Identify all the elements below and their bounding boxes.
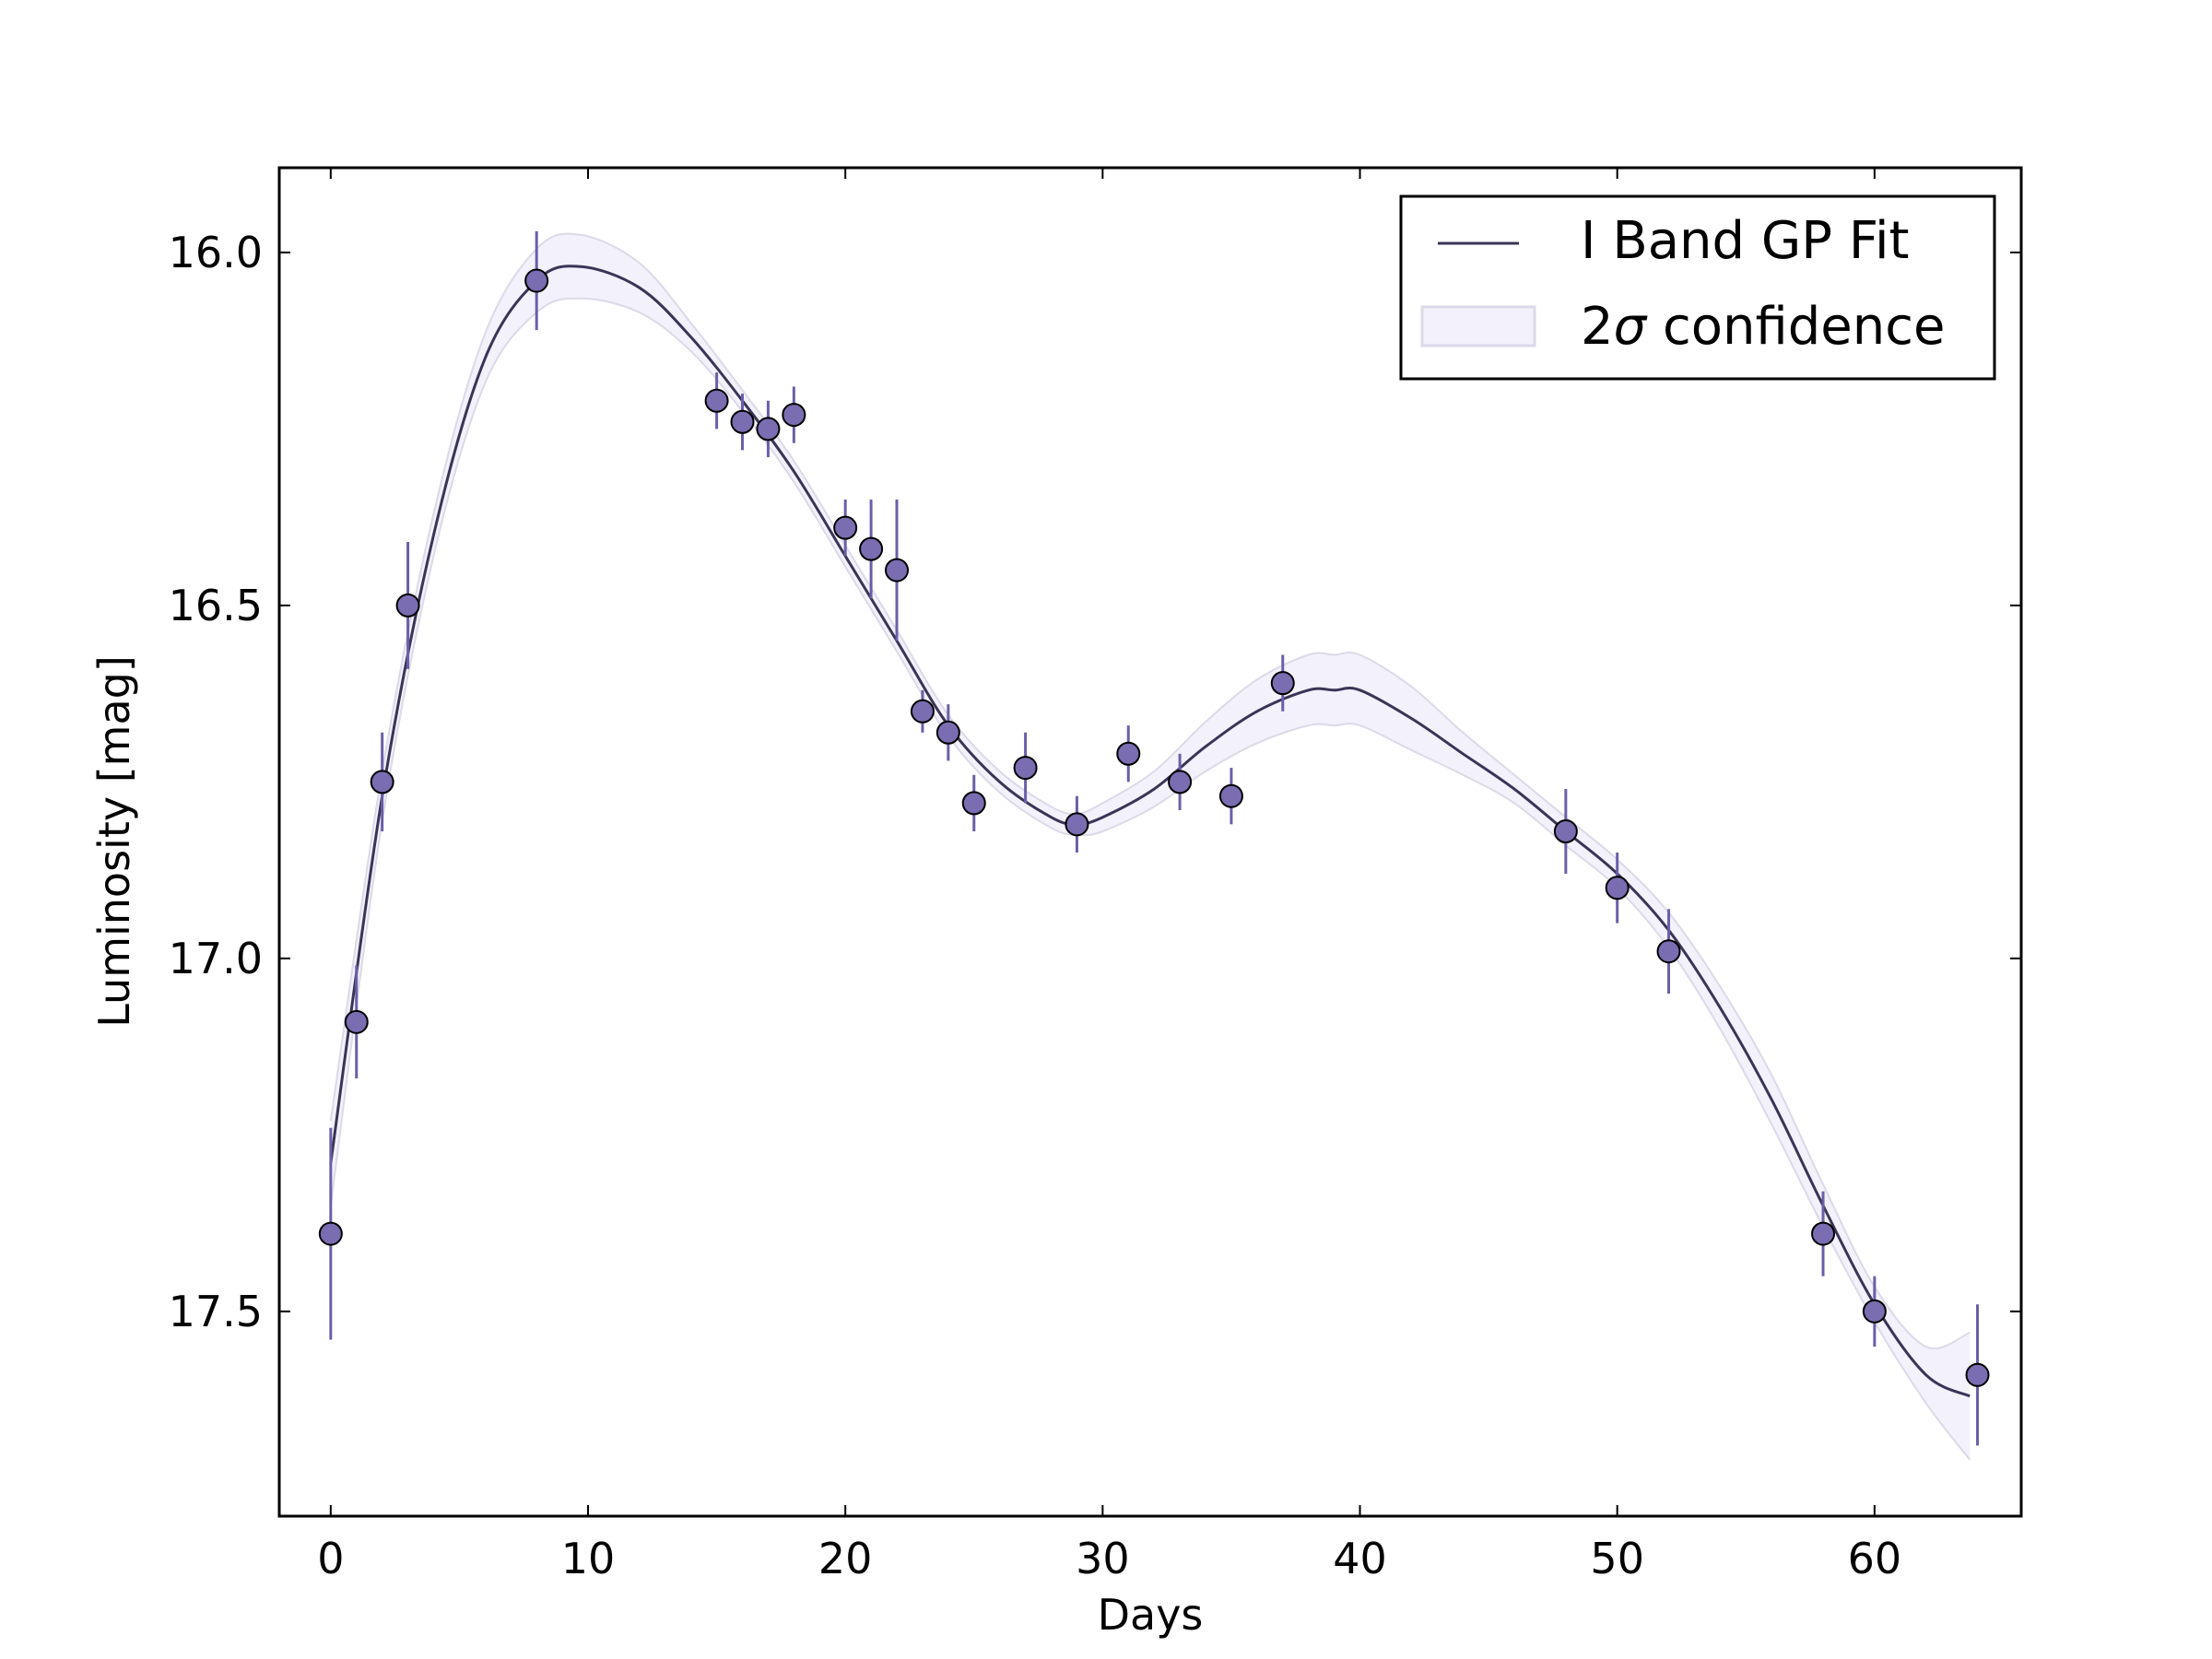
data-point (833, 515, 858, 540)
y-axis-label: Luminosity [mag] (89, 655, 139, 1028)
legend-box (1399, 194, 1996, 381)
data-point (730, 409, 755, 434)
y-tick-label: 16.0 (169, 228, 263, 277)
data-point (318, 1221, 343, 1246)
data-point (859, 536, 884, 561)
x-tick-label: 50 (1590, 1534, 1644, 1583)
data-point (704, 388, 729, 413)
data-point (935, 720, 960, 745)
data-point (344, 1009, 369, 1034)
data-point (395, 593, 420, 618)
legend-band-label-prefix: 2 (1581, 297, 1614, 357)
data-point (1656, 939, 1681, 964)
legend-fit-label: I Band GP Fit (1581, 211, 1910, 271)
y-tick-label: 16.5 (169, 581, 263, 630)
confidence-band-lower-edge (329, 297, 1971, 1461)
plot-area (318, 230, 1990, 1461)
y-tick-label: 17.5 (169, 1287, 263, 1336)
data-point (1218, 783, 1243, 808)
data-point (1168, 770, 1193, 794)
legend-band-label: 2σ confidence (1581, 297, 1946, 357)
x-tick-label: 20 (818, 1534, 873, 1583)
x-axis-label: Days (1098, 1590, 1204, 1640)
y-tick-label: 17.0 (169, 934, 263, 983)
data-point (782, 403, 806, 428)
x-tick-label: 60 (1848, 1534, 1902, 1583)
data-point (961, 791, 986, 816)
legend-band-swatch (1420, 305, 1536, 347)
data-point (1811, 1221, 1836, 1246)
data-point (1605, 876, 1630, 900)
data-point (1965, 1362, 1990, 1387)
data-point (910, 699, 935, 724)
data-point (1270, 671, 1295, 696)
legend-band-label-suffix: confidence (1646, 297, 1945, 357)
data-point (756, 417, 781, 441)
data-point (1116, 741, 1141, 766)
x-tick-label: 40 (1333, 1534, 1387, 1583)
plot-frame (277, 166, 2023, 1518)
data-points (318, 268, 1990, 1387)
data-point (524, 268, 549, 293)
data-point (370, 770, 394, 794)
data-point (1013, 756, 1038, 781)
data-point (1065, 812, 1089, 837)
data-point (885, 558, 910, 582)
axis-ticks: 0 10 20 30 40 50 60 16.0 16.5 17.0 17.5 (169, 168, 2021, 1583)
legend-band-label-symbol: σ (1614, 297, 1648, 357)
confidence-band-upper-edge (329, 232, 1971, 1350)
data-point (1862, 1299, 1887, 1324)
legend: I Band GP Fit 2σ confidence (1399, 194, 1996, 381)
x-tick-label: 30 (1076, 1534, 1130, 1583)
confidence-band (330, 233, 1971, 1460)
x-tick-label: 10 (561, 1534, 616, 1583)
data-point (1553, 819, 1578, 844)
x-tick-label: 0 (317, 1534, 344, 1583)
